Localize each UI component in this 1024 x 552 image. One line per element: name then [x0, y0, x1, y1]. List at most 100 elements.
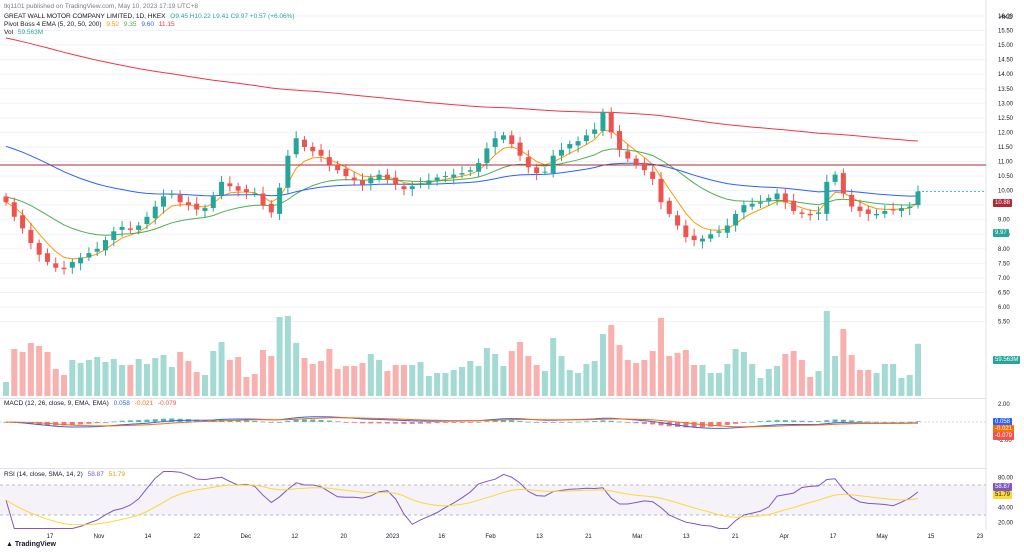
candle-body: [617, 130, 623, 150]
ema200-line: [5, 37, 919, 142]
volume-bar: [716, 373, 723, 396]
ema5-line: [5, 129, 919, 260]
macd-hist-bar: [583, 421, 589, 423]
macd-hist-bar: [724, 422, 730, 425]
volume-bar: [143, 364, 150, 396]
rsi-panel-border: [0, 468, 986, 469]
volume-bar: [127, 365, 134, 396]
candle-body: [625, 151, 631, 159]
volume-bar: [243, 377, 250, 396]
volume-bar: [525, 356, 532, 396]
volume-bar: [392, 365, 399, 396]
candle-body: [757, 202, 763, 204]
macd-hist-bar: [252, 420, 258, 422]
candle-body: [650, 171, 656, 179]
last-price-tag: 9.97: [993, 229, 1009, 237]
candle-body: [227, 183, 233, 187]
x-tick-label: 22: [193, 534, 200, 540]
volume-bar: [235, 357, 242, 396]
candle-body: [219, 181, 225, 195]
volume-bar: [201, 375, 208, 396]
candle-body: [575, 141, 581, 146]
candle-body: [86, 253, 92, 258]
candle-body: [476, 162, 482, 172]
candle-body: [550, 155, 556, 174]
candle-body: [542, 171, 548, 173]
rsi-ma-tag: 51.79: [993, 491, 1013, 499]
price-tick-label: 14.50: [998, 58, 1014, 64]
volume-bar: [376, 360, 383, 396]
macd-hist-bar: [451, 422, 457, 423]
rsi-legend: RSI (14, close, SMA, 14, 2) 58.87 51.79: [4, 471, 128, 479]
macd-hist-bar: [741, 422, 747, 423]
macd-hist-bar: [318, 419, 324, 422]
macd-hist-bar: [384, 422, 390, 424]
x-tick-label: 13: [683, 534, 690, 540]
volume-bar: [798, 360, 805, 396]
rsi-ma-line: [5, 484, 919, 526]
price-tick-label: 9.00: [998, 218, 1010, 224]
volume-bar: [823, 311, 830, 396]
candle-body: [36, 242, 42, 255]
price-tick-label: 7.00: [998, 276, 1010, 282]
volume-bar: [624, 360, 631, 396]
volume-bar: [11, 349, 18, 396]
candle-body: [517, 142, 523, 156]
macd-hist-bar: [136, 420, 142, 422]
macd-hist-bar: [119, 420, 125, 422]
volume-bar: [110, 359, 117, 396]
macd-hist-bar: [476, 421, 482, 423]
macd-hist-bar: [368, 422, 374, 424]
macd-hist-bar: [61, 422, 67, 426]
resistance-tag: 10.88: [993, 199, 1013, 207]
candle-body: [169, 193, 175, 195]
rsi-value: 58.87: [87, 471, 104, 478]
candle-body: [724, 225, 730, 233]
candle-body: [360, 180, 366, 185]
symbol-title: GREAT WALL MOTOR COMPANY LIMITED, 1D, HK…: [4, 13, 166, 20]
volume-bar: [351, 366, 358, 396]
tradingview-logo: ▲ TradingView: [6, 541, 56, 548]
macd-hist-bar: [675, 422, 681, 427]
macd-hist-bar: [658, 422, 664, 426]
volume-bar: [442, 373, 449, 396]
macd-hist-bar: [161, 418, 167, 422]
price-tick-label: 15.50: [998, 29, 1014, 35]
price-tick-label: 7.50: [998, 261, 1010, 267]
macd-hist-bar: [708, 422, 714, 427]
volume-bar: [541, 371, 548, 396]
macd-hist-bar: [774, 420, 780, 422]
candle-body: [716, 231, 722, 233]
volume-bar: [682, 350, 689, 396]
candle-body: [865, 209, 871, 214]
volume-bar: [19, 352, 26, 396]
x-tick-label: 17: [830, 534, 837, 540]
volume-bar: [160, 355, 167, 396]
macd-hist-bar: [285, 420, 291, 422]
macd-hist-bar: [608, 420, 614, 422]
volume-bar: [749, 364, 756, 396]
macd-hist-bar: [509, 420, 515, 422]
volume-bar: [210, 351, 217, 396]
x-tick-label: 21: [585, 534, 592, 540]
price-tick-label: 16.00: [998, 14, 1014, 20]
macd-hist-bar: [716, 422, 722, 426]
candle-body: [318, 149, 324, 156]
ohlc-values: O9.45 H10.22 L9.41 C9.97 +0.57 (+6.06%): [170, 13, 295, 20]
volume-bar: [260, 350, 267, 396]
candle-body: [799, 212, 805, 214]
macd-hist-bar: [816, 421, 822, 422]
macd-hist-bar: [152, 419, 158, 422]
candle-body: [749, 203, 755, 207]
candle-body: [840, 173, 846, 194]
candle-body: [127, 228, 133, 230]
volume-line: Vol 59.563M: [4, 29, 46, 37]
candle-body: [144, 216, 150, 225]
hist-value: -0.079: [157, 400, 177, 407]
volume-bar: [599, 334, 606, 396]
ema20-value: 9.35: [123, 21, 137, 28]
macd-hist-bar: [542, 422, 548, 423]
volume-bar: [666, 356, 673, 396]
candle-body: [301, 139, 307, 147]
macd-hist-bar: [492, 420, 498, 422]
